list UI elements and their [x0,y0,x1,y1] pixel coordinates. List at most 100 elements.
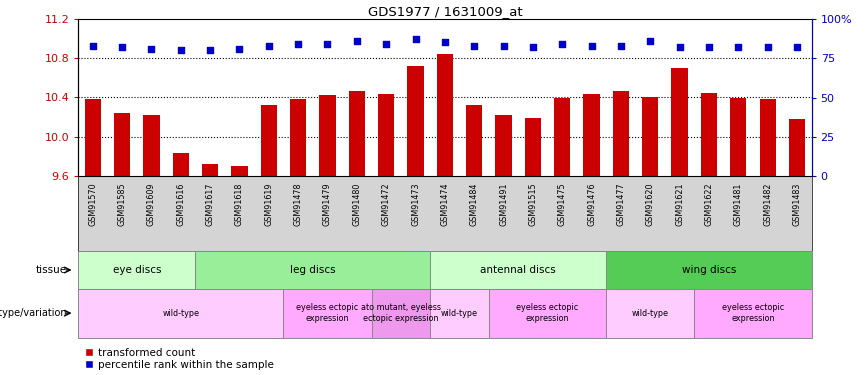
Text: GSM91515: GSM91515 [529,182,537,226]
Text: genotype/variation: genotype/variation [0,308,67,318]
Text: GSM91473: GSM91473 [411,182,420,226]
Text: GSM91480: GSM91480 [352,182,361,226]
Text: GSM91482: GSM91482 [763,182,772,226]
Bar [114,113,130,176]
Text: ato mutant, eyeless
ectopic expression: ato mutant, eyeless ectopic expression [361,303,441,323]
Bar [431,289,489,338]
Text: GSM91483: GSM91483 [792,182,801,226]
Text: GSM91609: GSM91609 [147,182,156,226]
Text: GSM91585: GSM91585 [118,182,127,226]
Point [614,42,628,48]
Bar [78,289,284,338]
Text: GSM91621: GSM91621 [675,182,684,226]
Point [585,42,599,48]
Bar [290,99,306,176]
Bar [760,99,776,176]
Bar [143,115,160,176]
Bar [78,251,195,289]
Bar [606,251,812,289]
Bar [489,289,606,338]
Text: wild-type: wild-type [632,309,668,318]
Text: GSM91491: GSM91491 [499,182,508,226]
Bar [606,289,694,338]
Text: wing discs: wing discs [681,265,736,275]
Point [409,36,423,42]
Bar [232,166,247,176]
Bar [437,54,453,176]
Text: GSM91620: GSM91620 [646,182,654,226]
Text: GSM91481: GSM91481 [733,182,743,226]
Point [144,46,159,52]
Text: eyeless ectopic
expression: eyeless ectopic expression [296,303,358,323]
Text: GSM91477: GSM91477 [616,182,625,226]
Bar [642,96,658,176]
Bar [202,164,218,176]
Bar [672,68,687,176]
Bar [554,99,570,176]
Point [467,42,481,48]
Text: eye discs: eye discs [113,265,161,275]
Bar [694,289,812,338]
Text: GSM91476: GSM91476 [587,182,596,226]
Bar [195,251,431,289]
Text: wild-type: wild-type [441,309,478,318]
Bar [372,289,431,338]
Point [86,42,100,48]
Legend: transformed count, percentile rank within the sample: transformed count, percentile rank withi… [83,348,273,370]
Text: eyeless ectopic
expression: eyeless ectopic expression [516,303,579,323]
Point [379,41,393,47]
Bar [284,289,372,338]
Point [526,44,540,50]
Point [643,38,657,44]
Point [790,44,804,50]
Bar [85,99,101,176]
Point [496,42,510,48]
Text: eyeless ectopic
expression: eyeless ectopic expression [722,303,784,323]
Bar [173,153,189,176]
Point [350,38,364,44]
Point [292,41,306,47]
Text: GSM91472: GSM91472 [382,182,391,226]
Title: GDS1977 / 1631009_at: GDS1977 / 1631009_at [367,4,523,18]
Bar [378,94,394,176]
Text: GSM91570: GSM91570 [89,182,97,226]
Point [320,41,334,47]
Point [262,42,276,48]
Bar [466,105,483,176]
Bar [496,115,511,176]
Text: leg discs: leg discs [290,265,336,275]
Bar [730,99,746,176]
Bar [260,105,277,176]
Point [702,44,716,50]
Bar [525,118,541,176]
Bar [583,94,600,176]
Text: GSM91617: GSM91617 [206,182,214,226]
Text: GSM91478: GSM91478 [293,182,303,226]
Text: GSM91616: GSM91616 [176,182,185,226]
Bar [319,94,336,176]
Bar [407,66,424,176]
Bar [613,91,629,176]
Bar [789,119,805,176]
Point [732,44,746,50]
Point [115,44,129,50]
Bar [700,93,717,176]
Bar [431,251,606,289]
Point [203,47,217,53]
Point [233,46,247,52]
Text: GSM91622: GSM91622 [705,182,713,226]
Text: GSM91479: GSM91479 [323,182,332,226]
Point [556,41,569,47]
Text: antennal discs: antennal discs [480,265,556,275]
Point [438,39,452,45]
Bar [349,91,365,176]
Text: wild-type: wild-type [162,309,200,318]
Text: GSM91484: GSM91484 [470,182,478,226]
Text: GSM91474: GSM91474 [440,182,450,226]
Text: GSM91619: GSM91619 [265,182,273,226]
Text: GSM91475: GSM91475 [558,182,567,226]
Text: tissue: tissue [36,265,67,275]
Point [174,47,187,53]
Point [673,44,687,50]
Point [760,44,774,50]
